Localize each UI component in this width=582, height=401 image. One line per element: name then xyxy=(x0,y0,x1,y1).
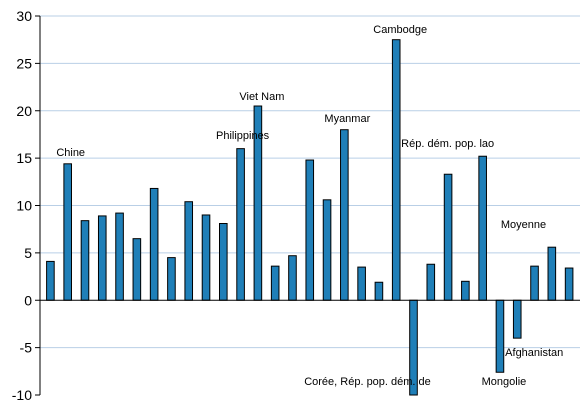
bar xyxy=(115,212,124,301)
bar-annotation: Myanmar xyxy=(324,113,370,125)
y-tick-label: 20 xyxy=(16,103,32,119)
bar xyxy=(564,267,574,301)
bar-annotation: Philippines xyxy=(216,130,270,142)
bar xyxy=(322,199,332,301)
bar xyxy=(288,255,297,301)
bar-annotation: Moyenne xyxy=(501,219,546,231)
bar xyxy=(530,265,539,301)
bar xyxy=(97,215,107,301)
bar-annotation: Viet Nam xyxy=(239,91,284,103)
axes xyxy=(35,15,580,396)
bar xyxy=(391,39,401,301)
y-tick-labels: 30 25 20 15 10 5 0 -5 -10 xyxy=(12,8,32,401)
y-tick-label: 5 xyxy=(24,245,32,261)
bar xyxy=(495,299,505,373)
bar xyxy=(443,173,453,301)
bar xyxy=(547,246,557,301)
bar xyxy=(357,266,366,301)
bar xyxy=(80,220,90,301)
y-tick-label: 30 xyxy=(16,8,32,24)
y-tick-label: 15 xyxy=(16,150,32,166)
bar xyxy=(132,238,142,301)
bar-annotation: Chine xyxy=(56,147,85,159)
y-tick-label: 10 xyxy=(16,198,32,214)
bar xyxy=(184,201,194,301)
bar xyxy=(63,163,72,301)
y-tick-label: -10 xyxy=(12,387,32,401)
y-tick-label: 0 xyxy=(24,292,32,308)
bar xyxy=(236,148,245,301)
bars xyxy=(46,39,574,396)
bar xyxy=(374,281,384,301)
y-tick-label: 25 xyxy=(16,55,32,71)
bar-annotation: Corée, Rép. pop. dém. de xyxy=(304,376,431,388)
bar-annotation: Cambodge xyxy=(373,24,427,36)
bar-annotation: Afghanistan xyxy=(505,347,563,359)
bar-annotation: Mongolie xyxy=(482,376,527,388)
bar xyxy=(149,187,159,301)
bar xyxy=(201,214,211,301)
bar xyxy=(478,155,487,301)
bar xyxy=(461,280,470,301)
bar xyxy=(426,263,436,301)
bar xyxy=(512,299,522,339)
bar xyxy=(167,257,176,301)
bar-annotations: Chine Philippines Viet Nam Myanmar Cambodge C… xyxy=(56,24,563,388)
y-tick-label: -5 xyxy=(20,340,33,356)
bar xyxy=(46,260,55,301)
bar xyxy=(340,129,349,301)
bar-annotation: Rép. dém. pop. lao xyxy=(401,138,494,150)
bar xyxy=(305,159,315,301)
bar xyxy=(270,265,280,301)
bar xyxy=(219,223,228,301)
